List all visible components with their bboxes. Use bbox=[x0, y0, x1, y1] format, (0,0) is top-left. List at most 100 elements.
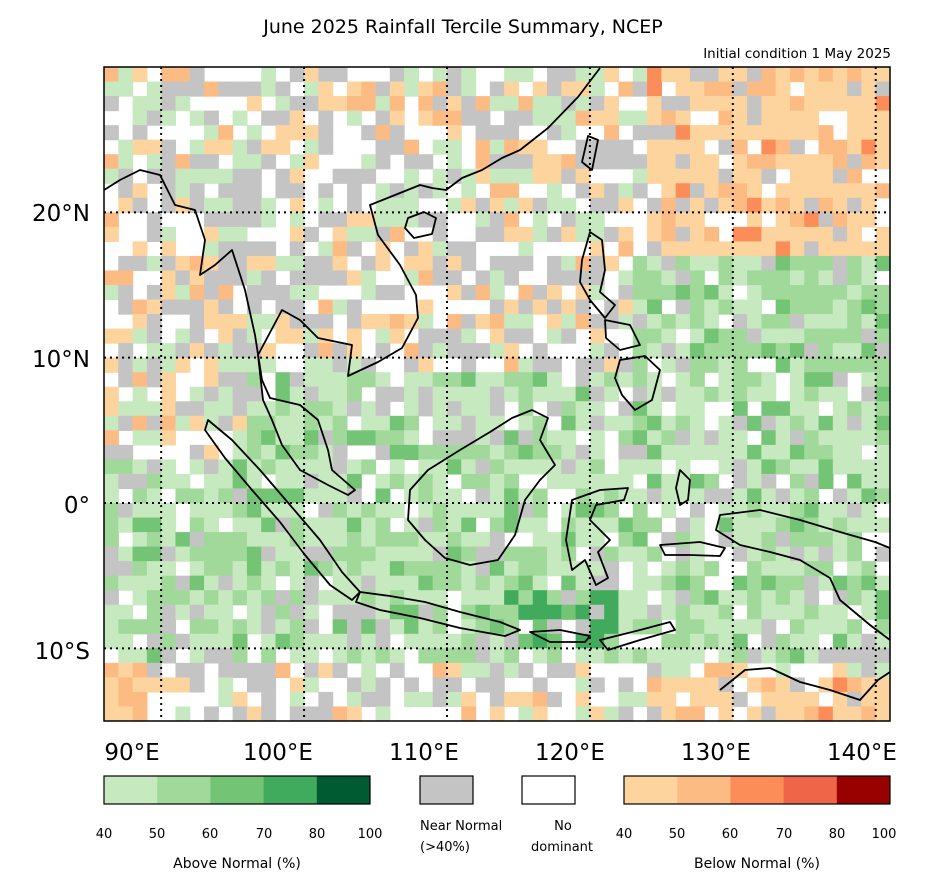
tercile-cell bbox=[718, 386, 734, 402]
tercile-cell bbox=[289, 706, 305, 721]
tercile-cell bbox=[332, 372, 348, 388]
tercile-cell bbox=[747, 575, 762, 591]
tercile-cell bbox=[304, 372, 319, 388]
tercile-cell bbox=[104, 415, 119, 431]
tercile-cell bbox=[661, 139, 677, 155]
tercile-cell bbox=[618, 372, 634, 388]
tercile-cell bbox=[446, 285, 462, 301]
tercile-cell bbox=[361, 430, 377, 446]
tercile-cell bbox=[761, 226, 777, 242]
tercile-cell bbox=[475, 633, 491, 649]
tercile-cell bbox=[161, 532, 177, 548]
tercile-cell bbox=[789, 226, 805, 242]
tercile-cell bbox=[504, 270, 520, 286]
tercile-cell bbox=[275, 285, 291, 301]
tercile-cell bbox=[261, 532, 277, 548]
tercile-cell bbox=[775, 96, 791, 112]
tercile-cell bbox=[718, 503, 734, 519]
tercile-cell bbox=[632, 183, 648, 199]
tercile-cell bbox=[289, 604, 305, 620]
tercile-cell bbox=[875, 299, 890, 315]
tercile-cell bbox=[204, 226, 219, 242]
tercile-cell bbox=[289, 503, 305, 519]
tercile-cell bbox=[161, 357, 177, 373]
tercile-cell bbox=[861, 125, 877, 141]
tercile-cell bbox=[818, 575, 834, 591]
tercile-cell bbox=[561, 226, 577, 242]
tercile-cell bbox=[675, 372, 691, 388]
tercile-cell bbox=[289, 677, 305, 693]
tercile-cell bbox=[704, 444, 720, 460]
tercile-cell bbox=[804, 197, 820, 213]
tercile-cell bbox=[304, 67, 319, 83]
tercile-cell bbox=[804, 401, 820, 417]
tercile-cell bbox=[832, 590, 848, 606]
tercile-cell bbox=[589, 226, 605, 242]
tercile-cell bbox=[346, 691, 362, 708]
tercile-cell bbox=[204, 81, 219, 97]
tercile-cell bbox=[389, 285, 405, 301]
tercile-cell bbox=[661, 125, 677, 141]
tercile-cell bbox=[747, 154, 762, 170]
tercile-cell bbox=[261, 241, 277, 257]
tercile-cell bbox=[361, 226, 377, 242]
tercile-cell bbox=[389, 96, 405, 112]
tercile-cell bbox=[675, 96, 691, 112]
tercile-cell bbox=[632, 546, 648, 562]
tercile-cell bbox=[704, 488, 720, 504]
tercile-cell bbox=[689, 604, 705, 620]
tercile-cell bbox=[132, 299, 148, 315]
lon-tick-140e: 140°E bbox=[827, 740, 897, 766]
tercile-cell bbox=[218, 575, 234, 591]
tercile-cell bbox=[618, 517, 634, 533]
tercile-cell bbox=[304, 575, 319, 591]
tercile-cell bbox=[661, 343, 677, 359]
coast-sumatra bbox=[204, 419, 361, 601]
tercile-cell bbox=[146, 546, 162, 562]
tercile-cell bbox=[375, 430, 391, 446]
legend-below-tick-100: 100 bbox=[872, 827, 897, 842]
tercile-cell bbox=[647, 110, 662, 126]
tercile-cell bbox=[861, 81, 877, 97]
tercile-cell bbox=[804, 314, 820, 330]
tercile-cell bbox=[375, 575, 391, 591]
tercile-cell bbox=[446, 154, 462, 170]
tercile-cell bbox=[475, 226, 491, 242]
tercile-cell bbox=[118, 473, 134, 490]
tercile-cell bbox=[232, 343, 248, 359]
tercile-cell bbox=[847, 226, 863, 242]
tercile-cell bbox=[689, 212, 705, 228]
tercile-cell bbox=[275, 604, 291, 620]
tercile-cell bbox=[589, 401, 605, 417]
tercile-cell bbox=[318, 139, 334, 155]
tercile-cell bbox=[689, 473, 705, 490]
tercile-cell bbox=[775, 67, 791, 83]
tercile-cell bbox=[432, 226, 448, 242]
tercile-cell bbox=[389, 430, 405, 446]
tercile-cell bbox=[461, 430, 477, 446]
tercile-cell bbox=[847, 270, 863, 286]
tercile-cell bbox=[204, 314, 219, 330]
tercile-cell bbox=[532, 343, 548, 359]
tercile-cell bbox=[318, 314, 334, 330]
tercile-cell bbox=[504, 357, 520, 373]
tercile-cell bbox=[218, 662, 234, 678]
tercile-cell bbox=[375, 343, 391, 359]
tercile-cell bbox=[518, 706, 534, 721]
tercile-cell bbox=[689, 444, 705, 460]
tercile-cell bbox=[218, 691, 234, 708]
tercile-cell bbox=[532, 517, 548, 533]
tercile-cell bbox=[789, 328, 805, 344]
tercile-cell bbox=[604, 110, 620, 126]
tercile-cell bbox=[446, 415, 462, 431]
tercile-cell bbox=[704, 125, 720, 141]
tercile-cell bbox=[832, 81, 848, 97]
tercile-cell bbox=[146, 532, 162, 548]
tercile-cell bbox=[604, 183, 620, 199]
legend-below-swatch bbox=[836, 776, 891, 804]
tercile-cell bbox=[861, 96, 877, 112]
tercile-cell bbox=[518, 662, 534, 678]
legend-above-swatch bbox=[104, 776, 158, 804]
tercile-cell bbox=[647, 314, 662, 330]
tercile-cell bbox=[189, 168, 205, 184]
